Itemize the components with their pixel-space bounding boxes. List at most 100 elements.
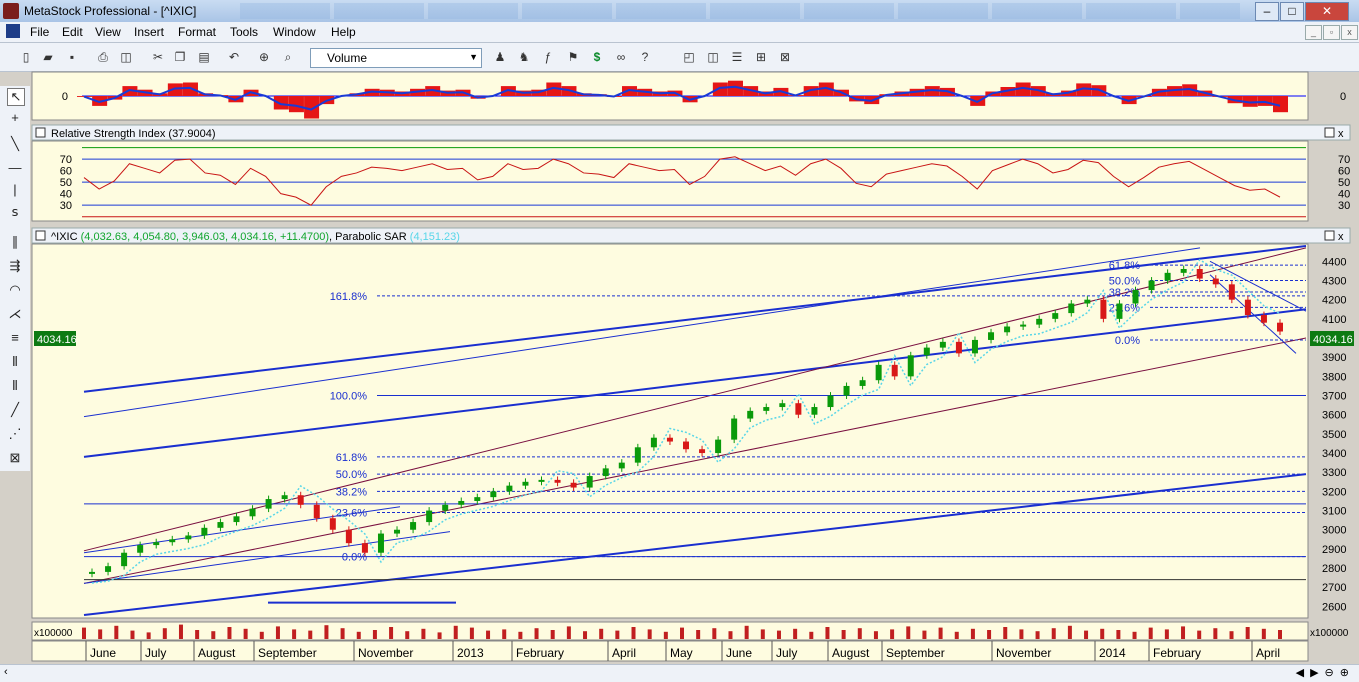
- volume-bar: [583, 631, 588, 639]
- price-header: [31, 227, 1351, 244]
- rsi-collapse-icon[interactable]: [35, 127, 46, 138]
- crosshair-icon[interactable]: ⊕: [258, 50, 270, 64]
- menu-format[interactable]: Format: [178, 25, 217, 39]
- menu-view[interactable]: View: [95, 25, 121, 39]
- channel-icon[interactable]: ∥: [11, 234, 19, 249]
- price-tick-label: 2900: [1322, 544, 1346, 556]
- print-preview-icon[interactable]: ◫: [120, 50, 132, 64]
- price-maximize-icon[interactable]: [1324, 230, 1335, 241]
- cut-icon[interactable]: ✂: [152, 50, 164, 64]
- menu-edit[interactable]: Edit: [62, 25, 83, 39]
- rsi-close-icon[interactable]: x: [1338, 128, 1344, 140]
- zoom-icon[interactable]: ⌕: [284, 50, 292, 64]
- text-tool-icon[interactable]: ꜱ: [11, 204, 19, 219]
- fibonacci-fan-icon[interactable]: ⋌: [8, 306, 22, 321]
- open-folder-icon[interactable]: ▰: [43, 50, 53, 64]
- copy-icon[interactable]: ❐: [174, 50, 186, 64]
- mdi-restore-icon[interactable]: ▫: [1323, 25, 1340, 40]
- volume-bar: [776, 630, 781, 639]
- new-icon[interactable]: ▯: [22, 50, 30, 64]
- binoculars-icon[interactable]: ∞: [616, 50, 626, 64]
- rsi-maximize-icon[interactable]: [1324, 127, 1335, 138]
- candle-body: [313, 504, 320, 519]
- indicator-select[interactable]: Volume ▼: [310, 48, 482, 68]
- x-tick-label: 2014: [1099, 646, 1126, 660]
- crosshair-tool-icon[interactable]: +: [11, 110, 19, 125]
- window-title: MetaStock Professional - [^IXIC]: [24, 4, 197, 18]
- mdi-minimize-icon[interactable]: _: [1305, 25, 1322, 40]
- down-channel-line: [1209, 260, 1307, 312]
- arrange-icon[interactable]: ⊠: [779, 50, 791, 64]
- volume-bar: [259, 631, 264, 639]
- formula-icon[interactable]: ƒ: [544, 50, 552, 64]
- last-price-badge-left: [34, 331, 76, 346]
- price-tick-label: 3100: [1322, 506, 1346, 518]
- trendline-icon[interactable]: ╲: [11, 136, 19, 151]
- candle-body: [474, 497, 481, 501]
- explorer-icon[interactable]: ♞: [518, 50, 530, 64]
- pointer-icon[interactable]: ↖: [7, 88, 25, 106]
- volume-bar: [809, 631, 814, 639]
- fibonacci-retracement-icon[interactable]: ≡: [11, 330, 19, 345]
- candle-body: [490, 491, 497, 498]
- x-tick-label: June: [726, 646, 752, 660]
- candle-body: [1180, 269, 1187, 273]
- tile-horizontal-icon[interactable]: ☰: [731, 50, 743, 64]
- oscillator-bar: [288, 96, 304, 113]
- price-collapse-icon[interactable]: [35, 230, 46, 241]
- scroll-buttons[interactable]: ◀▶⊖⊕: [1295, 667, 1355, 679]
- price-close-icon[interactable]: x: [1338, 231, 1344, 243]
- volume-bar: [1213, 628, 1218, 639]
- maximize-button[interactable]: □: [1280, 2, 1304, 21]
- vertical-line-icon[interactable]: |: [13, 182, 17, 197]
- bottom-scroll-bar[interactable]: ‹ ◀▶⊖⊕: [0, 664, 1359, 682]
- scroll-left-icon[interactable]: ‹: [4, 666, 8, 678]
- candle-body: [89, 571, 95, 574]
- minimize-button[interactable]: –: [1255, 2, 1279, 21]
- dollar-icon[interactable]: $: [593, 50, 601, 64]
- gann-grid-icon[interactable]: ⊠: [9, 450, 21, 465]
- speed-lines-icon[interactable]: ⇶: [9, 258, 21, 273]
- undo-icon[interactable]: ↶: [228, 50, 240, 64]
- gann-fan-icon[interactable]: ⋰: [8, 426, 22, 441]
- fibonacci-arcs-icon[interactable]: ◠: [9, 282, 21, 297]
- paste-icon[interactable]: ▤: [198, 50, 210, 64]
- menu-help[interactable]: Help: [331, 25, 356, 39]
- tile-grid-icon[interactable]: ⊞: [755, 50, 767, 64]
- horizontal-line-icon[interactable]: —: [8, 160, 22, 175]
- volume-bar: [405, 631, 410, 639]
- tile-vertical-icon[interactable]: ◫: [707, 50, 719, 64]
- menu-file[interactable]: File: [30, 25, 50, 39]
- volume-bar: [696, 630, 701, 639]
- x-axis-panel: [31, 640, 1309, 662]
- system-tester-icon[interactable]: ⚑: [567, 50, 579, 64]
- volume-bar: [550, 630, 555, 639]
- gann-line-icon[interactable]: ╱: [11, 402, 19, 417]
- x-tick-label: April: [1256, 646, 1280, 660]
- x-tick-label: September: [886, 646, 945, 660]
- volume-bar: [1261, 628, 1266, 639]
- expert-icon[interactable]: ♟: [494, 50, 506, 64]
- help-pointer-icon[interactable]: ?: [641, 50, 649, 64]
- oscillator-bar: [1182, 84, 1198, 96]
- volume-bar: [1100, 628, 1105, 639]
- print-icon[interactable]: ⎙: [98, 50, 108, 64]
- cycle-lines-icon[interactable]: ⦀: [12, 378, 18, 393]
- menu-window[interactable]: Window: [273, 25, 316, 39]
- oscillator-bar: [304, 96, 320, 119]
- volume-bar: [1164, 629, 1169, 639]
- oscillator-bar: [182, 82, 198, 96]
- save-icon[interactable]: ▪: [69, 50, 75, 64]
- document-icon[interactable]: [6, 24, 20, 38]
- volume-bar: [502, 629, 507, 639]
- last-price-right: 4034.16: [1313, 334, 1353, 346]
- close-button[interactable]: ✕: [1305, 2, 1349, 21]
- menu-insert[interactable]: Insert: [134, 25, 165, 39]
- menu-tools[interactable]: Tools: [230, 25, 259, 39]
- volume-bar: [1197, 630, 1202, 639]
- cascade-icon[interactable]: ◰: [683, 50, 695, 64]
- volume-bar: [647, 629, 652, 639]
- mdi-close-icon[interactable]: x: [1341, 25, 1358, 40]
- fibonacci-time-icon[interactable]: ⫴: [12, 354, 18, 369]
